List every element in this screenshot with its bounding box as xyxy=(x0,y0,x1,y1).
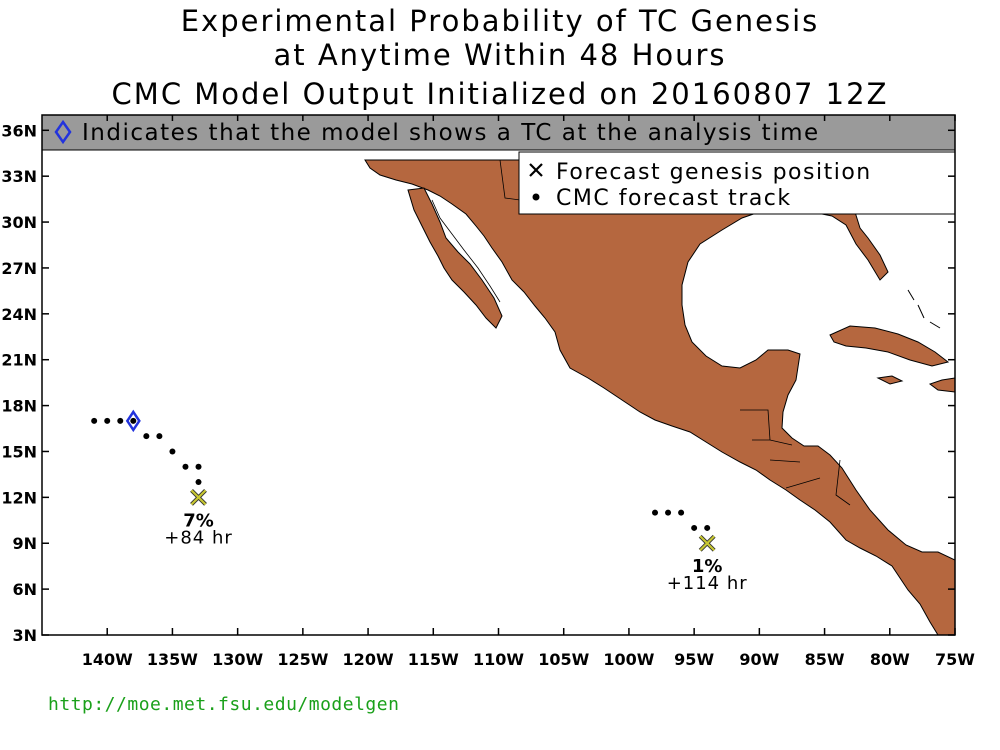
genesis-probability-label: 1% xyxy=(692,556,723,577)
x-tick-label: 80W xyxy=(870,650,910,669)
track-point xyxy=(195,463,202,470)
x-tick-label: 100W xyxy=(603,650,654,669)
title-line-2: at Anytime Within 48 Hours xyxy=(273,38,727,72)
genesis-lead-time-label: +84 hr xyxy=(164,527,233,548)
x-tick-label: 95W xyxy=(674,650,714,669)
track-point xyxy=(665,509,672,516)
y-tick-label: 24N xyxy=(1,305,37,324)
track-point xyxy=(652,509,659,516)
axis-layer: 140W 135W 130W 125W 120W 115W 110W 105W 100W 95W 9… xyxy=(1,115,975,669)
track-point xyxy=(169,448,176,455)
x-tick-label: 110W xyxy=(473,650,524,669)
y-tick-label: 15N xyxy=(1,442,37,461)
genesis-lead-time-label: +114 hr xyxy=(667,573,748,594)
track-point xyxy=(156,433,163,440)
x-tick-label: 105W xyxy=(538,650,589,669)
track-point xyxy=(104,417,111,424)
x-tick-label: 135W xyxy=(147,650,198,669)
track-layer: 7%+84 hr 1%+114 hr xyxy=(91,409,748,594)
land-cuba xyxy=(829,325,950,367)
x-tick-label: 130W xyxy=(212,650,263,669)
land-baja-california xyxy=(407,187,503,329)
genesis-probability-label: 7% xyxy=(183,510,214,531)
title-line-1: Experimental Probability of TC Genesis xyxy=(180,4,820,38)
track-point xyxy=(678,509,685,516)
x-marker-icon xyxy=(529,163,543,177)
legend-box xyxy=(518,151,956,215)
track-point xyxy=(130,417,137,424)
track-point xyxy=(704,524,711,531)
source-url[interactable]: http://moe.met.fsu.edu/modelgen xyxy=(48,694,400,715)
land-hispaniola xyxy=(928,377,955,393)
legend-label-track: CMC forecast track xyxy=(556,186,792,211)
legend-label-genesis: Forecast genesis position xyxy=(556,160,872,185)
x-tick-label: 125W xyxy=(277,650,328,669)
banner-text: Indicates that the model shows a TC at t… xyxy=(82,120,820,146)
y-tick-label: 30N xyxy=(1,213,37,232)
x-tick-label: 115W xyxy=(408,650,459,669)
y-tick-label: 36N xyxy=(1,121,37,140)
track-point xyxy=(691,524,698,531)
y-tick-label: 9N xyxy=(12,534,37,553)
y-tick-label: 6N xyxy=(12,580,37,599)
track-point xyxy=(195,479,202,486)
track-point xyxy=(91,417,98,424)
land-jamaica xyxy=(876,375,904,385)
diamond-icon xyxy=(54,119,72,145)
x-tick-label: 85W xyxy=(805,650,845,669)
y-tick-label: 27N xyxy=(1,259,37,278)
y-tick-label: 3N xyxy=(12,626,37,645)
track-point xyxy=(117,417,124,424)
y-tick-label: 18N xyxy=(1,397,37,416)
x-tick-label: 90W xyxy=(739,650,779,669)
y-tick-label: 12N xyxy=(1,488,37,507)
x-tick-label: 75W xyxy=(935,650,975,669)
title-line-3: CMC Model Output Initialized on 20160807… xyxy=(111,77,889,111)
x-tick-label: 120W xyxy=(343,650,394,669)
land-bahamas xyxy=(907,289,941,329)
x-tick-label: 140W xyxy=(82,650,133,669)
y-tick-label: 21N xyxy=(1,351,37,370)
analysis-diamond-icon xyxy=(125,409,141,433)
track-point xyxy=(182,463,189,470)
track-point xyxy=(143,433,150,440)
dot-marker-icon xyxy=(532,193,540,201)
y-tick-label: 33N xyxy=(1,167,37,186)
genesis-marker xyxy=(190,488,207,506)
genesis-marker xyxy=(698,534,716,552)
